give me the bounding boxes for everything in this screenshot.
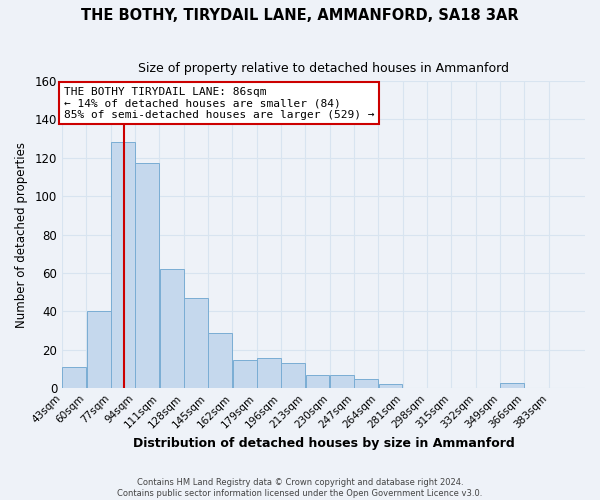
Bar [354, 378, 378, 388]
Bar [62, 367, 86, 388]
Text: Contains HM Land Registry data © Crown copyright and database right 2024.
Contai: Contains HM Land Registry data © Crown c… [118, 478, 482, 498]
Text: THE BOTHY, TIRYDAIL LANE, AMMANFORD, SA18 3AR: THE BOTHY, TIRYDAIL LANE, AMMANFORD, SA1… [81, 8, 519, 22]
Bar [208, 332, 232, 388]
Title: Size of property relative to detached houses in Ammanford: Size of property relative to detached ho… [138, 62, 509, 76]
Bar [111, 142, 135, 388]
Bar [136, 164, 159, 388]
X-axis label: Distribution of detached houses by size in Ammanford: Distribution of detached houses by size … [133, 437, 514, 450]
Bar [160, 269, 184, 388]
Bar [184, 298, 208, 388]
Bar [257, 358, 281, 388]
Bar [500, 382, 524, 388]
Bar [233, 360, 257, 388]
Bar [330, 375, 354, 388]
Bar [281, 364, 305, 388]
Bar [87, 312, 110, 388]
Bar [379, 384, 403, 388]
Bar [305, 375, 329, 388]
Y-axis label: Number of detached properties: Number of detached properties [15, 142, 28, 328]
Text: THE BOTHY TIRYDAIL LANE: 86sqm
← 14% of detached houses are smaller (84)
85% of : THE BOTHY TIRYDAIL LANE: 86sqm ← 14% of … [64, 86, 374, 120]
